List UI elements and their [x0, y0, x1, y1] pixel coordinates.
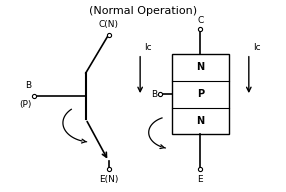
- Text: P: P: [197, 89, 204, 99]
- Bar: [172, 54, 229, 134]
- Text: E(N): E(N): [99, 175, 118, 184]
- Text: B: B: [151, 90, 157, 98]
- Text: B: B: [25, 81, 31, 90]
- Text: E: E: [197, 175, 203, 184]
- Text: (P): (P): [19, 100, 31, 109]
- Text: Ic: Ic: [144, 43, 152, 52]
- Text: C: C: [197, 16, 203, 25]
- Text: (Normal Operation): (Normal Operation): [89, 6, 197, 16]
- Text: C(N): C(N): [99, 20, 119, 29]
- Text: N: N: [196, 62, 204, 72]
- Text: Ic: Ic: [253, 43, 261, 52]
- Text: N: N: [196, 116, 204, 126]
